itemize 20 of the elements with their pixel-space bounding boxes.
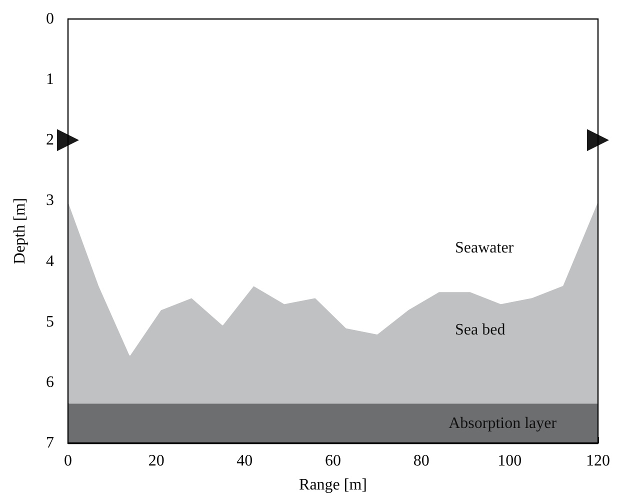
x-tick-label: 60 <box>325 452 341 470</box>
y-tick-label: 0 <box>46 10 54 28</box>
annotation: Sea bed <box>455 322 506 338</box>
annotation: Seawater <box>455 240 514 256</box>
band-label: Absorption layer <box>448 414 558 432</box>
y-tick-label: 2 <box>46 132 54 149</box>
x-tick-label: 20 <box>148 452 164 470</box>
y-tick-label: 3 <box>46 192 54 210</box>
x-tick-label: 40 <box>236 452 253 470</box>
x-tick-label: 80 <box>413 452 430 470</box>
x-tick-label: 0 <box>64 452 72 470</box>
x-tick-label: 120 <box>586 452 610 470</box>
y-tick-label: 5 <box>46 313 54 330</box>
y-axis-title: Depth [m] <box>12 198 28 264</box>
y-tick-label: 1 <box>46 71 54 88</box>
x-axis-title: Range [m] <box>299 476 367 494</box>
y-tick-label: 4 <box>46 252 54 270</box>
y-tick-label: 7 <box>46 434 54 452</box>
y-tick-label: 6 <box>46 374 54 391</box>
x-tick-label: 100 <box>498 452 522 470</box>
